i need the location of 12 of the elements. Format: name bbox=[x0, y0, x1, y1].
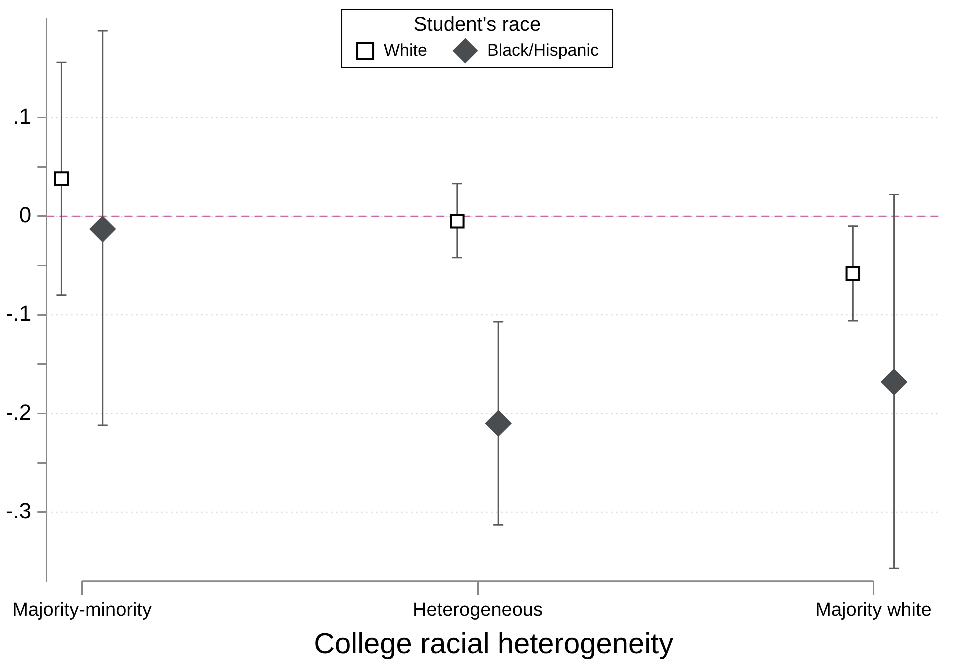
legend-title: Student's race bbox=[412, 14, 542, 37]
legend-label: Black/Hispanic bbox=[487, 41, 599, 61]
y-tick-label: .1 bbox=[13, 104, 32, 129]
legend-label: White bbox=[384, 41, 428, 61]
x-tick-label: Majority white bbox=[816, 600, 932, 622]
x-axis-title: College racial heterogeneity bbox=[314, 628, 674, 661]
x-tick-label: Majority-minority bbox=[12, 600, 152, 622]
y-tick-label: 0 bbox=[19, 202, 32, 228]
y-tick-label: -.1 bbox=[6, 301, 32, 326]
y-tick-label: -.2 bbox=[6, 400, 32, 425]
y-tick-label: -.3 bbox=[6, 498, 32, 524]
x-tick-label: Heterogeneous bbox=[413, 600, 543, 622]
